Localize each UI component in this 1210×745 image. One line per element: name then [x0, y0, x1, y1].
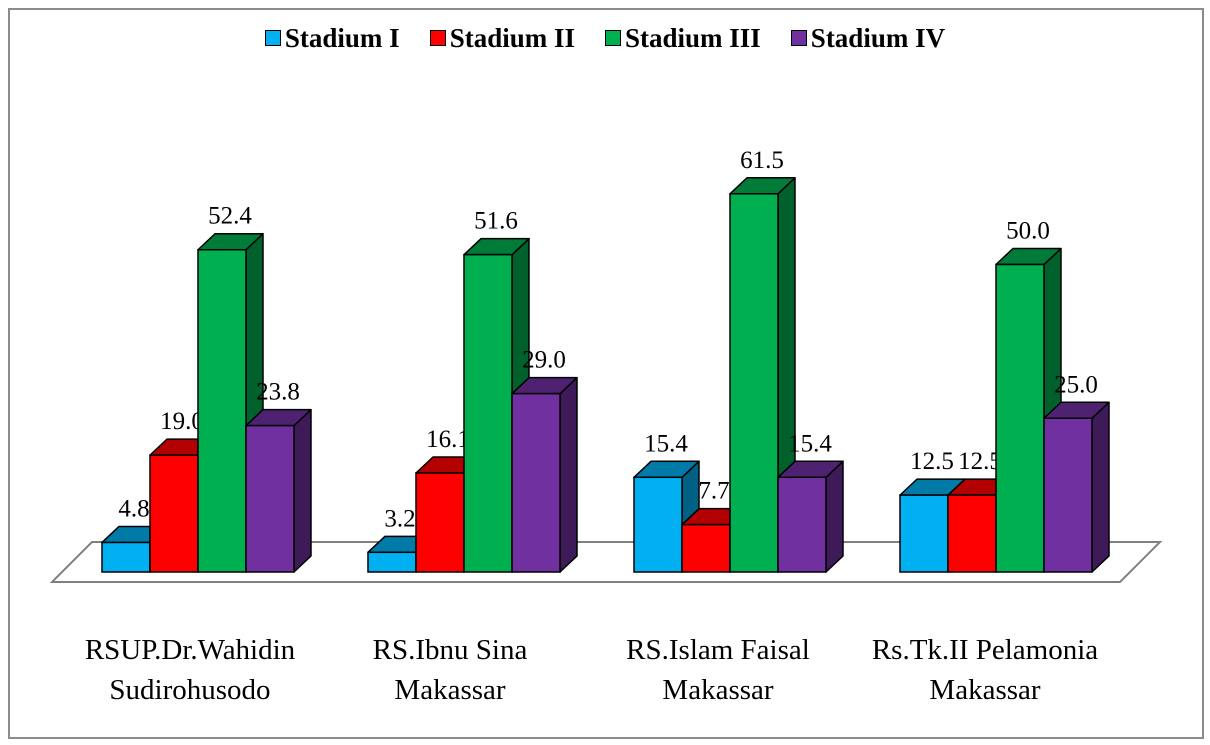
data-label-3-3: 61.5	[740, 147, 784, 174]
data-label-1-1: 4.8	[118, 495, 149, 522]
category-label-4-line-1: Rs.Tk.II Pelamonia	[871, 634, 1099, 666]
bar-front-4-4	[1043, 417, 1093, 573]
bar-front-1-4	[245, 424, 295, 573]
category-label-2: RS.Ibnu Sina Makassar	[320, 630, 580, 710]
category-label-2-line-2: Makassar	[394, 674, 506, 706]
bar-side-3-4	[825, 460, 844, 573]
legend-label-stadium-1: Stadium I	[284, 22, 400, 53]
data-label-2-4: 29.0	[522, 347, 566, 374]
bar-side-2-4	[559, 376, 578, 573]
bar-front-2-1	[367, 551, 417, 573]
category-label-1-line-1: RSUP.Dr.Wahidin	[84, 634, 296, 666]
bar-front-2-2	[415, 472, 465, 573]
legend-swatch-stadium-4	[790, 30, 807, 46]
bar-front-1-2	[149, 454, 199, 573]
data-label-2-3: 51.6	[474, 208, 518, 235]
legend-label-stadium-4: Stadium IV	[810, 22, 946, 53]
bar-2-4	[511, 376, 578, 573]
legend-label-stadium-3: Stadium III	[624, 22, 761, 53]
bar-front-2-4	[511, 392, 561, 573]
data-label-4-1: 12.5	[910, 448, 954, 475]
data-label-4-4: 25.0	[1054, 371, 1098, 398]
bar-side-4-4	[1091, 401, 1110, 573]
category-label-3-line-2: Makassar	[662, 674, 774, 706]
data-label-2-2: 16.1	[426, 426, 470, 453]
legend-item-stadium-3: Stadium III	[604, 22, 761, 54]
bar-front-4-1	[899, 494, 949, 573]
legend: Stadium I Stadium II Stadium III Stadium…	[0, 18, 1210, 58]
category-label-1: RSUP.Dr.Wahidin Sudirohusodo	[60, 630, 320, 710]
bar-front-2-3	[463, 253, 513, 573]
data-label-3-2: 7.7	[698, 478, 729, 505]
category-label-2-line-1: RS.Ibnu Sina	[372, 634, 528, 666]
bar-1-1	[101, 525, 168, 573]
bar-3-4	[777, 460, 844, 573]
category-label-3: RS.Islam Faisal Makassar	[588, 630, 848, 710]
legend-label-stadium-2: Stadium II	[449, 22, 575, 53]
bar-front-4-3	[995, 263, 1045, 573]
data-label-4-2: 12.5	[958, 448, 1002, 475]
data-label-3-1: 15.4	[644, 430, 688, 457]
legend-swatch-stadium-3	[604, 30, 621, 46]
data-label-1-3: 52.4	[208, 203, 252, 230]
bar-front-3-2	[681, 523, 731, 573]
legend-item-stadium-1: Stadium I	[264, 22, 400, 54]
bar-4-4	[1043, 401, 1110, 573]
legend-item-stadium-4: Stadium IV	[790, 22, 946, 54]
chart-floor	[49, 541, 1163, 583]
data-label-1-2: 19.0	[160, 408, 204, 435]
category-label-3-line-1: RS.Islam Faisal	[626, 634, 810, 666]
category-label-1-line-2: Sudirohusodo	[109, 674, 271, 706]
legend-item-stadium-2: Stadium II	[429, 22, 575, 54]
bar-side-1-4	[293, 408, 312, 573]
legend-swatch-stadium-2	[429, 30, 446, 46]
data-label-2-1: 3.2	[384, 505, 415, 532]
bar-front-1-3	[197, 248, 247, 573]
bar-front-3-3	[729, 193, 779, 573]
bar-front-3-4	[777, 476, 827, 573]
category-label-4-line-2: Makassar	[929, 674, 1041, 706]
data-label-3-4: 15.4	[788, 430, 832, 457]
bar-1-4	[245, 408, 312, 573]
data-label-1-4: 23.8	[256, 379, 300, 406]
data-label-4-3: 50.0	[1006, 218, 1050, 245]
bar-front-4-2	[947, 494, 997, 573]
category-label-4: Rs.Tk.II Pelamonia Makassar	[855, 630, 1115, 710]
legend-swatch-stadium-1	[264, 30, 281, 46]
bar-front-3-1	[633, 476, 683, 573]
bar-front-1-1	[101, 541, 151, 573]
